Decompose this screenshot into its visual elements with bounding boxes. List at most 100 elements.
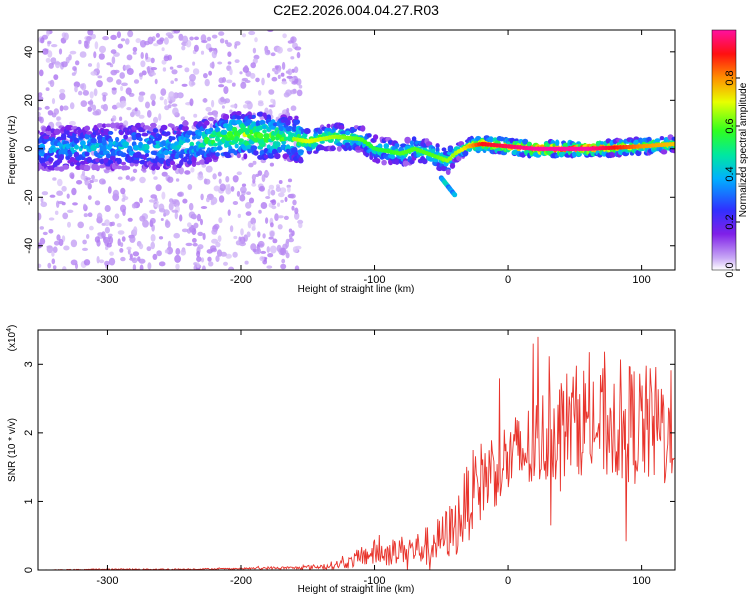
spectrogram-noise-cell <box>289 193 296 199</box>
spectrogram-noise-cell <box>232 201 239 205</box>
spectrogram-noise-cell <box>117 230 125 235</box>
spectrogram-noise-cell <box>161 47 165 52</box>
spectrogram-noise-cell <box>188 202 194 211</box>
spectrogram-core-cell <box>447 156 453 161</box>
spectrogram-ridge-cell <box>276 146 282 153</box>
spectrogram-noise-cell <box>236 190 241 197</box>
spectrogram-noise-cell <box>139 197 143 204</box>
spectrogram-ridge-cell <box>184 138 191 143</box>
spectrogram-noise-cell <box>220 96 225 103</box>
spectrogram-noise-cell <box>133 79 140 84</box>
spectrogram-noise-cell <box>160 88 167 96</box>
spectrogram-ridge-cell <box>144 149 150 154</box>
spectrogram-noise-cell <box>124 65 129 70</box>
spectrogram-noise-cell <box>104 260 110 266</box>
spectrogram-ridge-cell <box>369 155 374 160</box>
spectrogram-ridge-cell <box>381 159 387 166</box>
spectrogram-noise-cell <box>40 37 45 44</box>
spectrogram-noise-cell <box>268 89 275 95</box>
spectrogram-noise-cell <box>281 258 286 264</box>
spectrogram-noise-cell <box>184 170 191 175</box>
spectrogram-noise-cell <box>139 215 146 222</box>
spectrogram-noise-cell <box>112 189 119 198</box>
spectrogram-noise-cell <box>192 68 200 75</box>
spectrogram-noise-cell <box>244 260 249 265</box>
spectrogram-noise-cell <box>160 218 164 221</box>
spectrogram-ridge-cell <box>116 157 122 165</box>
spectrogram-noise-cell <box>181 228 189 233</box>
spectrogram-noise-cell <box>146 66 151 74</box>
spectrogram-noise-cell <box>49 194 56 198</box>
spectrogram-noise-cell <box>200 206 208 209</box>
spectrogram-noise-cell <box>227 209 231 216</box>
spectrogram-noise-cell <box>96 256 100 264</box>
spectrogram-noise-cell <box>231 82 236 87</box>
spectrogram-ridge-cell <box>326 127 332 132</box>
spectrogram-noise-cell <box>107 186 112 194</box>
spectrogram-ridge-cell <box>317 130 323 135</box>
spectrogram-ridge-cell <box>152 128 159 133</box>
spectrogram-ridge-cell <box>389 154 396 160</box>
spectrogram-cells <box>38 30 675 270</box>
spectrogram-ridge-cell <box>281 140 287 145</box>
spectrogram-noise-cell <box>274 213 279 222</box>
spectrogram-ridge-cell <box>213 146 218 152</box>
spectrogram-noise-cell <box>72 66 77 71</box>
spectrogram-noise-cell <box>260 202 268 209</box>
spectrogram-ridge-cell <box>257 132 264 139</box>
spectrogram-ridge-cell <box>610 151 616 158</box>
spectrogram-noise-cell <box>70 259 78 266</box>
spectrogram-noise-cell <box>211 229 218 235</box>
spectrogram-noise-cell <box>150 241 155 250</box>
spectrogram-noise-cell <box>220 251 227 257</box>
spectrogram-ridge-cell <box>186 130 194 135</box>
spectrogram-ridge-cell <box>175 131 183 135</box>
spectrogram-noise-cell <box>59 105 64 112</box>
spectrogram-x-tick-label: -300 <box>96 274 118 286</box>
spectrogram-noise-cell <box>261 174 266 183</box>
spectrogram-noise-cell <box>82 239 87 245</box>
spectrogram-y-tick-label: 0 <box>23 146 35 152</box>
spectrogram-noise-cell <box>56 234 61 241</box>
spectrogram-noise-cell <box>61 61 68 68</box>
spectrogram-noise-cell <box>87 182 92 190</box>
spectrogram-noise-cell <box>292 246 299 253</box>
spectrogram-noise-cell <box>278 192 285 198</box>
spectrogram-ridge-cell <box>289 132 295 137</box>
spectrogram-noise-cell <box>280 199 284 203</box>
spectrogram-noise-cell <box>242 104 248 109</box>
spectrogram-noise-cell <box>175 248 181 255</box>
spectrogram-noise-cell <box>236 171 242 176</box>
spectrogram-noise-cell <box>165 32 173 37</box>
spectrogram-noise-cell <box>234 59 240 63</box>
spectrogram-noise-cell <box>69 172 75 179</box>
spectrogram-ridge-cell <box>659 136 665 141</box>
spectrogram-noise-cell <box>167 240 172 249</box>
spectrogram-frame <box>37 29 676 271</box>
spectrogram-noise-cell <box>48 217 55 221</box>
spectrogram-ridge-cell <box>526 141 532 148</box>
spectrogram-noise-cell <box>171 199 179 203</box>
spectrogram-noise-cell <box>292 199 297 206</box>
spectrogram-noise-cell <box>174 78 178 82</box>
spectrogram-noise-cell <box>132 51 137 55</box>
spectrogram-noise-cell <box>280 263 287 270</box>
spectrogram-ridge-cell <box>441 147 447 152</box>
spectrogram-noise-cell <box>298 222 303 229</box>
spectrogram-noise-cell <box>277 215 284 219</box>
spectrogram-noise-cell <box>239 71 243 75</box>
spectrogram-noise-cell <box>294 207 299 215</box>
spectrogram-ridge-cell <box>298 156 304 164</box>
spectrogram-noise-cell <box>41 191 49 196</box>
spectrogram-ridge-cell <box>84 125 91 132</box>
spectrogram-ridge-cell <box>181 125 189 132</box>
spectrogram-ridge-cell <box>302 132 308 139</box>
spectrogram-noise-cell <box>99 45 106 54</box>
spectrogram-noise-cell <box>240 81 247 89</box>
spectrogram-noise-cell <box>152 253 158 260</box>
spectrogram-noise-cell <box>192 238 197 243</box>
spectrogram-ridge-cell <box>150 122 157 128</box>
spectrogram-ridge-cell <box>161 140 168 147</box>
spectrogram-ridge-cell <box>120 161 127 166</box>
spectrogram-noise-cell <box>223 261 228 266</box>
